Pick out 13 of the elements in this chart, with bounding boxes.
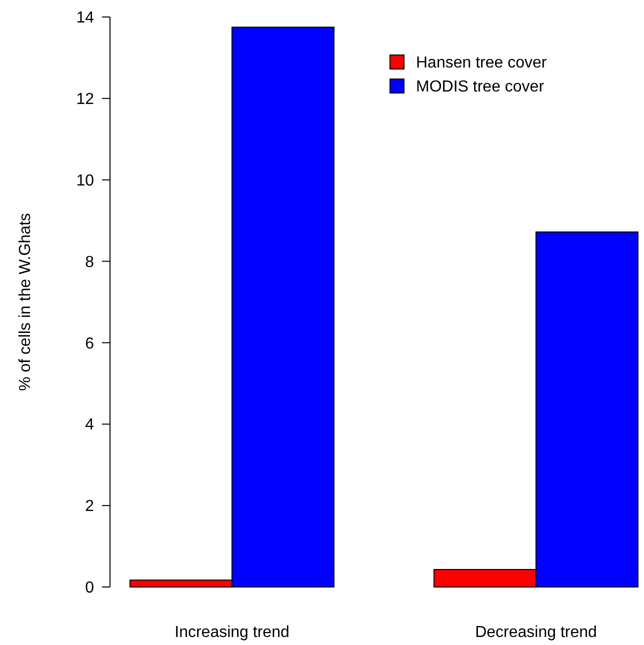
legend-label: MODIS tree cover [416, 78, 545, 96]
y-tick-label: 0 [85, 580, 94, 597]
legend-label: Hansen tree cover [416, 54, 548, 72]
y-axis-title: % of cells in the W.Ghats [17, 213, 34, 391]
y-tick-label: 14 [76, 10, 94, 27]
x-tick-label: Increasing trend [174, 624, 290, 641]
y-tick-label: 4 [85, 416, 94, 434]
y-tick-label: 6 [85, 335, 94, 352]
x-tick-label: Decreasing trend [475, 624, 597, 641]
y-tick-label: 2 [85, 498, 94, 516]
y-tick-label: 10 [76, 172, 94, 190]
y-tick-label: 8 [85, 254, 94, 271]
y-tick-label: 12 [76, 91, 94, 108]
